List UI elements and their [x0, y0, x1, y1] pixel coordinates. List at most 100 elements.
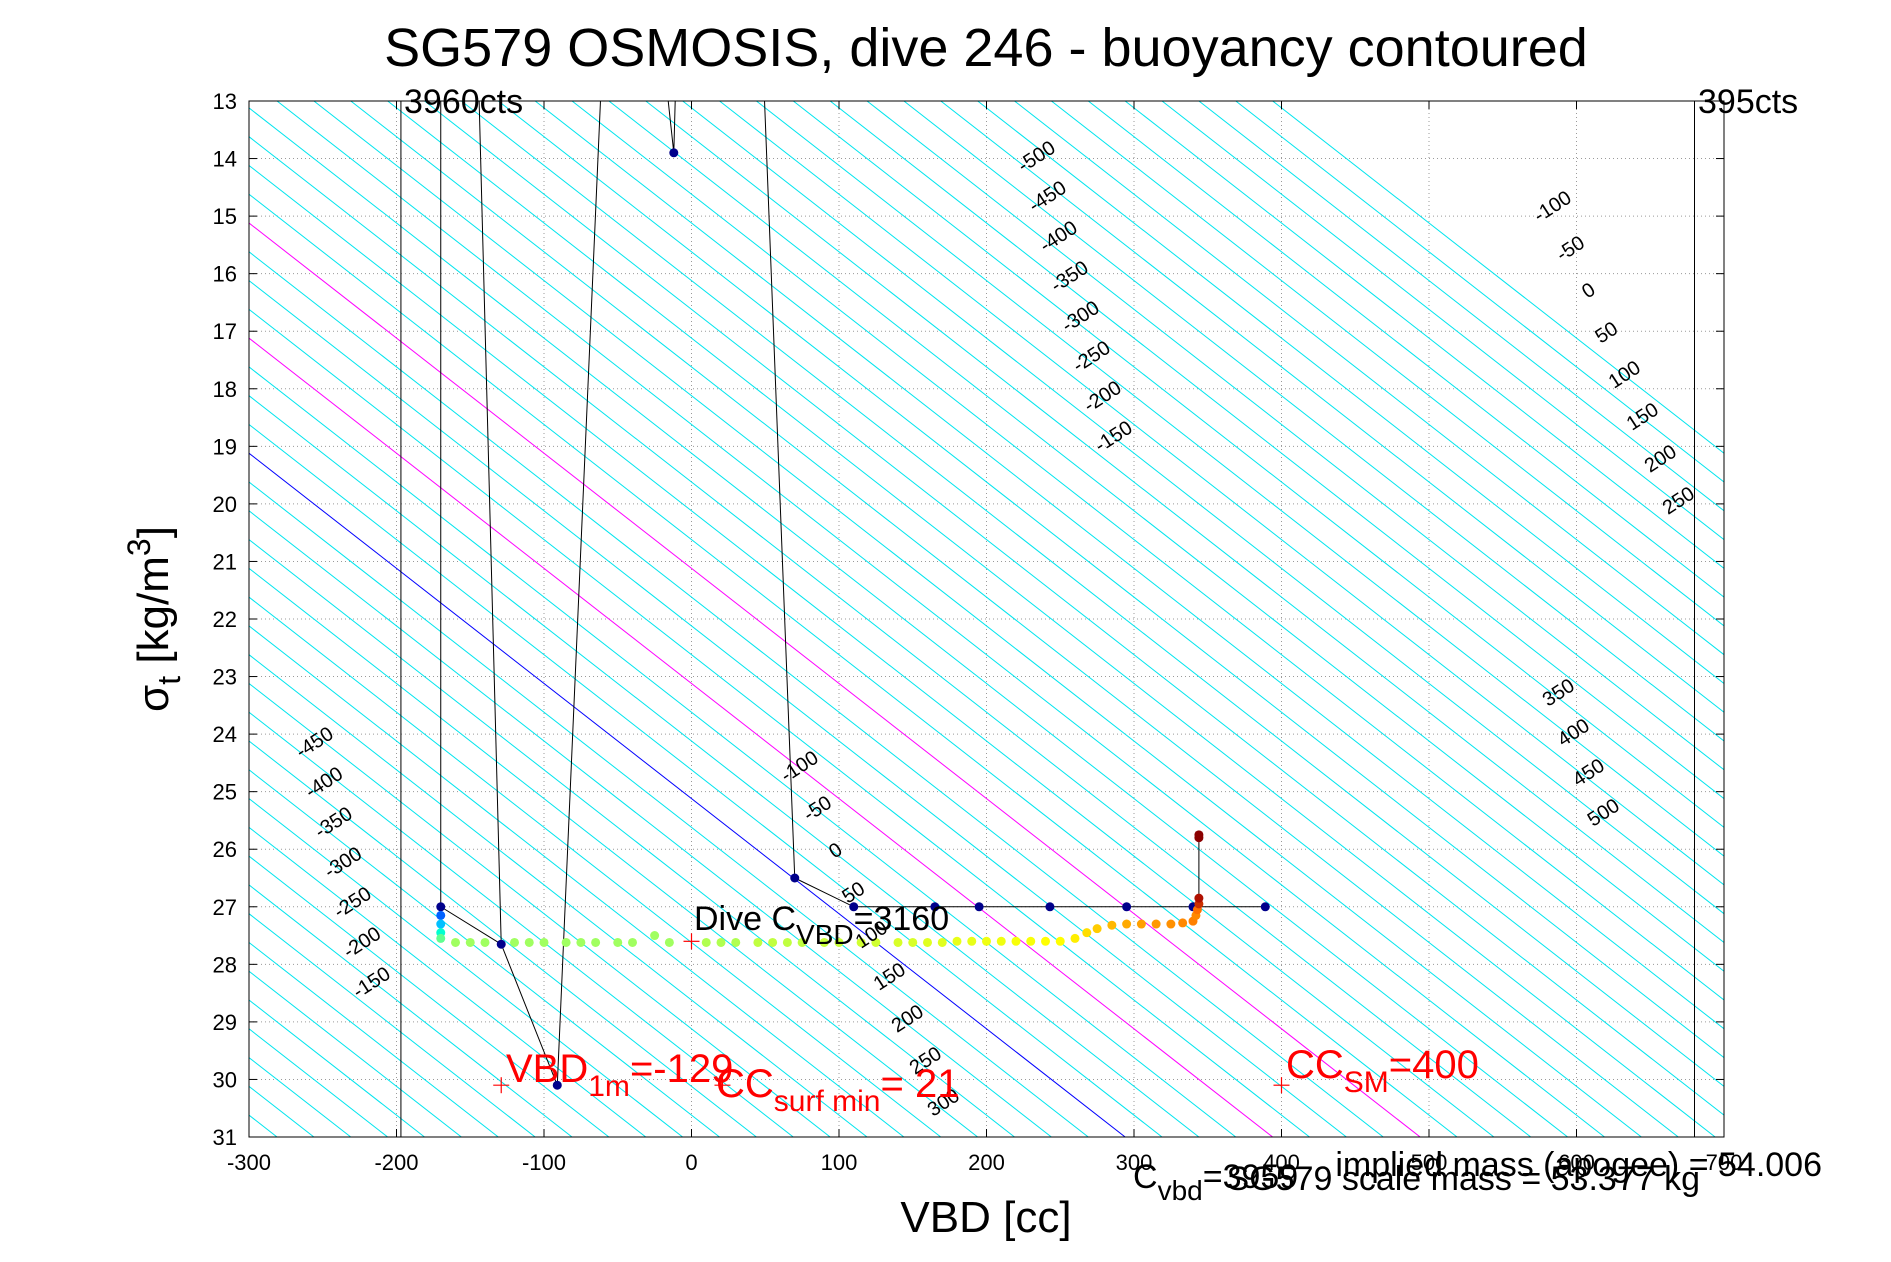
buoyancy-contour-line [866, 101, 1724, 771]
dive-sample-point [1194, 830, 1204, 840]
dive-sample-point [496, 939, 506, 949]
buoyancy-contour-line [249, 740, 757, 1137]
x-tick-label: 200 [968, 1150, 1005, 1175]
y-tick-label: 15 [213, 204, 237, 229]
cts-left-label: 3960cts [404, 83, 523, 121]
x-tick-label: 100 [821, 1150, 858, 1175]
dive-sample-point [982, 936, 991, 946]
dive-sample-point [1151, 919, 1161, 929]
cc-surf-min-main: CC [716, 1062, 774, 1106]
dive-sample-point [465, 937, 475, 947]
dive-sample-point [510, 937, 519, 947]
x-tick-label: -100 [522, 1150, 566, 1175]
dive-sample-point [552, 1080, 562, 1090]
buoyancy-contour-line [829, 101, 1724, 800]
buoyancy-contour-line [719, 101, 1724, 886]
cvbd-main: C [1133, 1158, 1158, 1196]
buoyancy-contour-line [249, 164, 1495, 1137]
zero-buoyancy-line [249, 452, 1126, 1137]
buoyancy-contour-line [1014, 101, 1724, 656]
buoyancy-contour-line [1051, 101, 1724, 627]
cc-surf-min-sub: surf min [774, 1085, 881, 1118]
dive-sample-point [1026, 936, 1036, 946]
dive-sample-point [768, 937, 778, 947]
y-tick-label: 22 [213, 607, 237, 632]
y-tick-label: 17 [213, 319, 237, 344]
vbd-1m-sub: 1m [588, 1070, 630, 1103]
dive-sample-point [1011, 936, 1021, 946]
dive-cvbd-label: Dive CVBD=3160 [694, 900, 949, 950]
cvbd-sub: vbd [1158, 1175, 1203, 1206]
dive-sample-point [930, 902, 940, 912]
x-tick-label: -200 [374, 1150, 418, 1175]
x-axis-label: VBD [cc] [900, 1193, 1071, 1242]
dive-sample-point [1092, 924, 1102, 934]
y-axis-ticks: 13 14 15 16 17 18 19 20 21 22 23 24 25 26 27 28 29 30 31 [213, 89, 1724, 1150]
dive-sample-point [819, 937, 829, 947]
buoyancy-contour-line [645, 101, 1724, 944]
implied-mass-label: implied mass (apogee) = 54.006 [1335, 1146, 1822, 1184]
buoyancy-contour-line [608, 101, 1724, 972]
y-tick-label: 24 [213, 722, 237, 747]
x-axis-ticks: -300 -200 -100 0 100 200 300 400 500 600 700 [227, 101, 1742, 1175]
buoyancy-contour-line [1161, 101, 1724, 541]
x-tick-label: 600 [1558, 1150, 1595, 1175]
dive-sample-point [1194, 893, 1204, 903]
dive-sample-point [952, 936, 962, 946]
buoyancy-contour-line [497, 101, 1724, 1059]
y-tick-label: 19 [213, 434, 237, 459]
buoyancy-contour-line [0, 101, 130, 1137]
dive-sample-point [1136, 919, 1146, 929]
reference-markers [493, 933, 1290, 1094]
buoyancy-contour-line [571, 101, 1724, 1001]
vbd-1m-main: VBD [506, 1047, 588, 1091]
dive-sample-point [701, 937, 711, 947]
dive-sample-point [650, 931, 660, 941]
buoyancy-contour-line [461, 101, 1724, 1087]
dive-cvbd-value: =3160 [854, 900, 950, 938]
y-tick-label: 30 [213, 1067, 237, 1092]
y-tick-label: 23 [213, 665, 237, 690]
dive-sample-point [923, 937, 932, 947]
dive-sample-point [591, 937, 601, 947]
y-tick-label: 14 [213, 147, 237, 172]
dive-sample-point [436, 902, 446, 912]
y-tick-label: 31 [213, 1125, 237, 1150]
buoyancy-contours [0, 101, 1724, 1137]
buoyancy-contour-line [249, 654, 868, 1137]
dive-sample-point [834, 937, 844, 947]
dive-sample-point [436, 933, 446, 943]
buoyancy-contour-line [249, 193, 1458, 1137]
buoyancy-contour-line [249, 567, 978, 1137]
buoyancy-contour-line [1087, 101, 1724, 598]
dive-sample-point [716, 937, 726, 947]
count-limit-lines [400, 101, 1695, 1137]
dive-sample-point [937, 937, 947, 947]
dive-sample-point [1082, 928, 1092, 938]
cvbd-label: Cvbd=3959 [1133, 1158, 1298, 1206]
dive-sample-point [613, 937, 623, 947]
y-tick-label: 21 [213, 549, 237, 574]
buoyancy-contour-line [977, 101, 1724, 685]
buoyancy-contour-line [1198, 101, 1724, 512]
buoyancy-contour-line [249, 941, 499, 1137]
dive-cvbd-main: Dive C [694, 900, 796, 938]
buoyancy-contour-line [249, 596, 942, 1137]
buoyancy-contour-line [1235, 101, 1724, 483]
buoyancy-contour-line [682, 101, 1724, 915]
dive-sample-point [1107, 920, 1117, 930]
dive-sample-point [849, 902, 859, 912]
y-tick-label: 28 [213, 952, 237, 977]
buoyancy-contour-line [249, 711, 794, 1137]
buoyancy-contour-line [249, 855, 610, 1137]
dive-sample-point [1041, 936, 1050, 946]
buoyancy-contour-line [249, 136, 1532, 1137]
dive-sample-point [576, 937, 586, 947]
buoyancy-contour-line [249, 913, 536, 1137]
dive-sample-point [871, 937, 881, 947]
dive-sample-point [524, 937, 534, 947]
cc-surf-min-label: CCsurf min= 21 [716, 1062, 959, 1118]
y-tick-label: 26 [213, 837, 237, 862]
svg-text:σt [kg/m3]: σt [kg/m3] [121, 526, 187, 712]
